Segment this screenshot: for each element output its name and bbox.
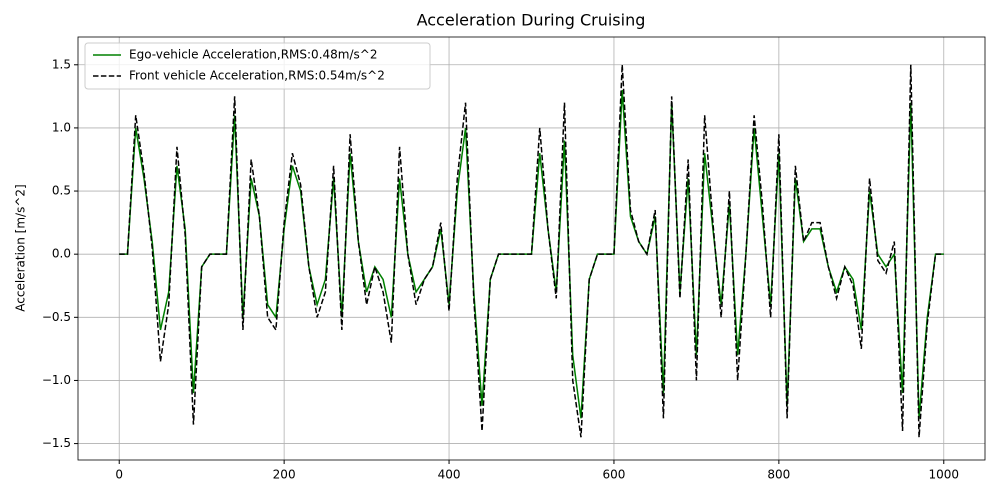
legend-label: Front vehicle Acceleration,RMS:0.54m/s^2	[129, 69, 385, 83]
legend-box	[84, 42, 431, 90]
y-tick-label: 0.5	[52, 184, 71, 198]
x-tick-label: 0	[115, 468, 123, 482]
x-tick-label: 1000	[928, 468, 959, 482]
x-tick-label: 800	[767, 468, 790, 482]
data-line	[119, 64, 944, 438]
y-axis-label: Acceleration [m/s^2]	[14, 184, 28, 311]
chart-title: Acceleration During Cruising	[417, 11, 646, 30]
y-tick-label: 0.0	[52, 247, 71, 261]
x-tick-label: 600	[603, 468, 626, 482]
plot-frame	[77, 36, 986, 461]
legend-label: Ego-vehicle Acceleration,RMS:0.48m/s^2	[129, 48, 377, 62]
x-tick-label: 400	[438, 468, 461, 482]
legend: Ego-vehicle Acceleration,RMS:0.48m/s^2 Fr…	[84, 42, 431, 90]
y-tick-label: 1.5	[52, 57, 71, 71]
y-tick-label: −1.5	[42, 436, 71, 450]
x-tick-label: 200	[273, 468, 296, 482]
y-tick-label: 1.0	[52, 120, 71, 134]
y-tick-label: −1.0	[42, 373, 71, 387]
y-tick-label: −0.5	[42, 310, 71, 324]
